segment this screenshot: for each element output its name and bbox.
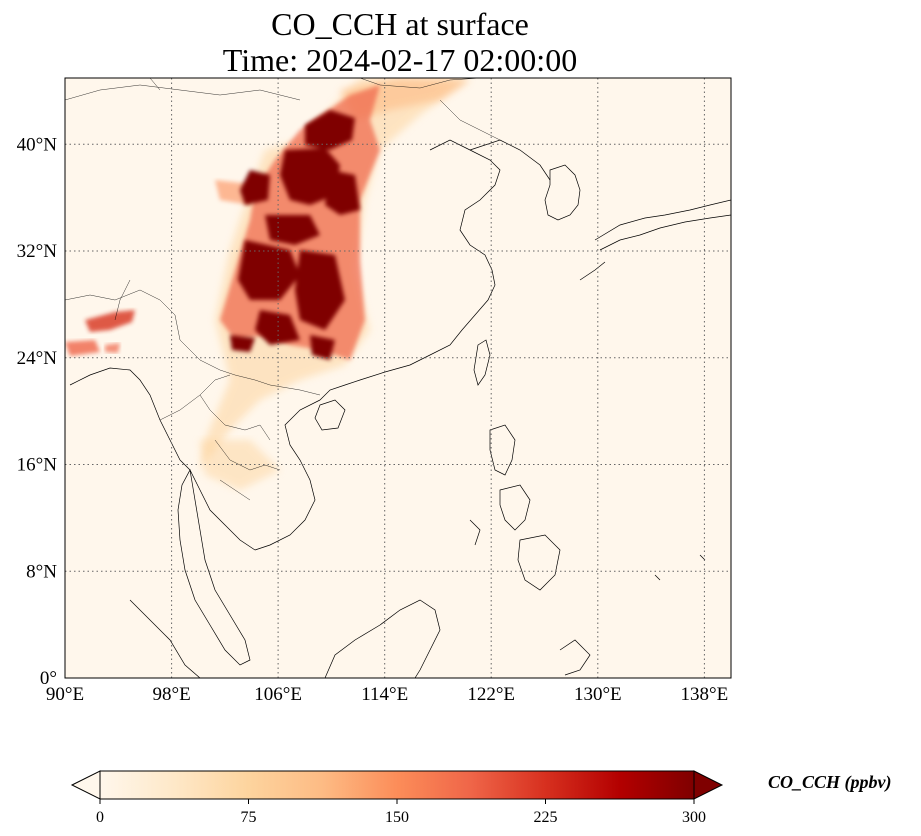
country-borders xyxy=(65,78,501,501)
map-frame xyxy=(64,77,732,679)
colorbar-label: CO_CCH (ppbv) xyxy=(768,772,892,793)
colorbar-extend-max xyxy=(693,770,724,800)
colorbar-tick-75: 75 xyxy=(241,809,257,826)
colorbar-tick-150: 150 xyxy=(385,809,409,826)
lon-tick-106: 106°E xyxy=(254,684,302,705)
lon-tick-114: 114°E xyxy=(361,684,408,705)
colorbar: 0 75 150 225 300 CO_CCH (ppbv) xyxy=(70,770,892,826)
map-title-line1: CO_CCH at surface xyxy=(271,6,529,42)
map-background xyxy=(65,78,731,678)
lon-tick-130: 130°E xyxy=(574,684,622,705)
concentration-field xyxy=(65,78,470,490)
lat-tick-24: 24°N xyxy=(17,348,58,369)
map-gridlines xyxy=(65,78,731,678)
colorbar-tick-225: 225 xyxy=(534,809,558,826)
lon-tick-98: 98°E xyxy=(152,684,190,705)
map-title-line2: Time: 2024-02-17 02:00:00 xyxy=(222,42,578,78)
lat-tick-0: 0° xyxy=(40,668,57,689)
lon-tick-90: 90°E xyxy=(46,684,84,705)
lon-tick-138: 138°E xyxy=(681,684,729,705)
lat-tick-40: 40°N xyxy=(17,134,58,155)
lat-tick-labels: 0° 8°N 16°N 24°N 32°N 40°N xyxy=(17,134,58,689)
lon-tick-labels: 90°E 98°E 106°E 114°E 122°E 130°E 138°E xyxy=(46,684,728,705)
colorbar-extend-min xyxy=(70,770,101,800)
coastlines xyxy=(69,139,731,678)
lat-tick-16: 16°N xyxy=(17,455,58,476)
lat-tick-8: 8°N xyxy=(26,561,57,582)
colorbar-tick-0: 0 xyxy=(96,809,104,826)
colorbar-tick-300: 300 xyxy=(682,809,706,826)
colorbar-gradient xyxy=(100,771,694,799)
lat-tick-32: 32°N xyxy=(17,241,58,262)
lon-tick-122: 122°E xyxy=(467,684,515,705)
